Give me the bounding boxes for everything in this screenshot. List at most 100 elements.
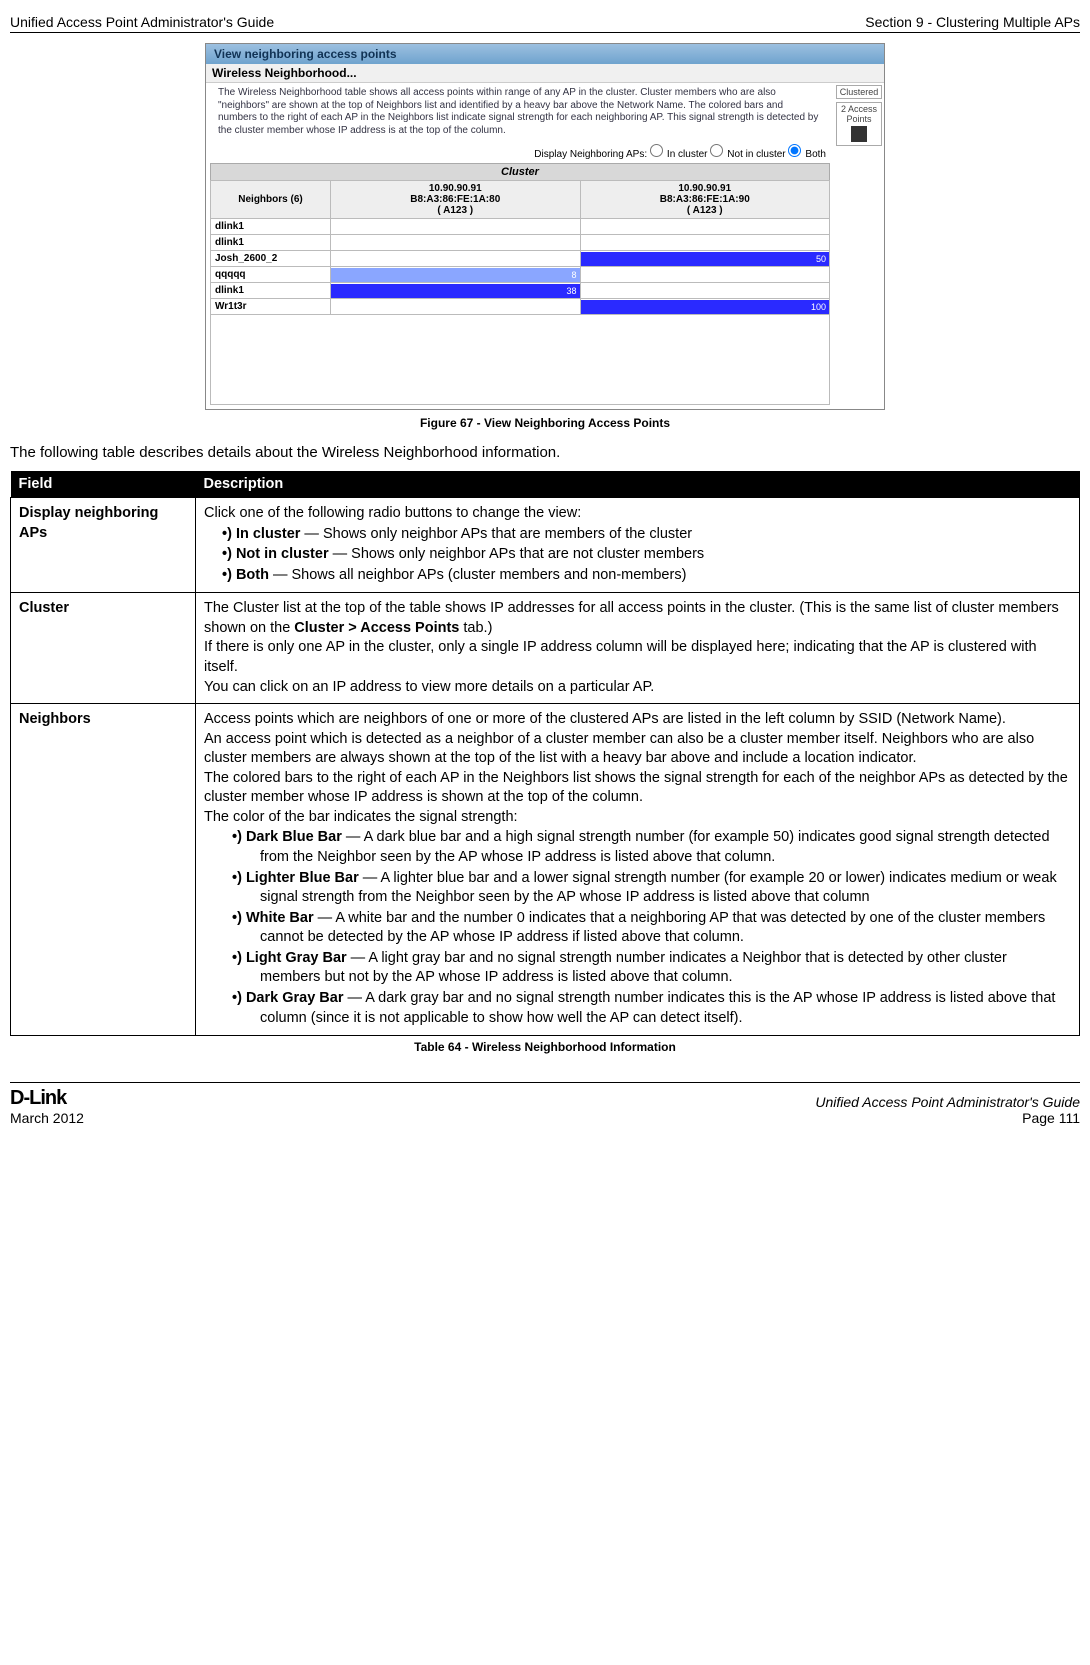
- signal-bar: [331, 251, 581, 267]
- row3-b1b: — A dark blue bar and a high signal stre…: [260, 829, 1050, 865]
- signal-bar: [331, 235, 581, 251]
- row3-p1: Access points which are neighbors of one…: [204, 710, 1071, 730]
- side-clustered-label: Clustered: [836, 85, 882, 99]
- row1-b2a: Not in cluster: [236, 546, 329, 562]
- footer-right: Unified Access Point Administrator's Gui…: [815, 1094, 1080, 1126]
- desc-display-neighboring: Click one of the following radio buttons…: [196, 498, 1080, 593]
- field-neighbors: Neighbors: [11, 704, 196, 1036]
- radio-in-cluster[interactable]: [650, 144, 663, 157]
- row2-p3: You can click on an IP address to view m…: [204, 678, 1071, 698]
- row2-p2: If there is only one AP in the cluster, …: [204, 638, 1071, 677]
- neighbor-ssid[interactable]: dlink1: [211, 283, 331, 299]
- col1-mac: B8:A3:86:FE:1A:80: [335, 194, 576, 205]
- radio-both-label: Both: [805, 149, 826, 160]
- row3-b3b: — A white bar and the number 0 indicates…: [260, 910, 1045, 946]
- table-caption: Table 64 - Wireless Neighborhood Informa…: [10, 1040, 1080, 1054]
- section-description: The Wireless Neighborhood table shows al…: [210, 83, 830, 141]
- list-item: White Bar — A white bar and the number 0…: [232, 909, 1071, 948]
- list-item: Dark Blue Bar — A dark blue bar and a hi…: [232, 828, 1071, 867]
- screenshot-panel: View neighboring access points Wireless …: [205, 43, 885, 410]
- footer-left: D-Link March 2012: [10, 1087, 84, 1126]
- row1-b1b: — Shows only neighbor APs that are membe…: [300, 526, 692, 542]
- brand-logo: D-Link: [10, 1087, 84, 1110]
- radio-in-cluster-label: In cluster: [667, 149, 708, 160]
- radios-label: Display Neighboring APs:: [534, 149, 647, 160]
- signal-bar: 100: [580, 299, 830, 315]
- signal-bar: [580, 235, 830, 251]
- radio-not-in-cluster[interactable]: [710, 144, 723, 157]
- desc-cluster: The Cluster list at the top of the table…: [196, 593, 1080, 704]
- neighbor-ssid[interactable]: qqqqq: [211, 267, 331, 283]
- table-header-row: Neighbors (6) 10.90.90.91 B8:A3:86:FE:1A…: [211, 181, 830, 219]
- col2-ip: 10.90.90.91: [585, 183, 826, 194]
- neighbor-ssid[interactable]: Wr1t3r: [211, 299, 331, 315]
- row3-b4b: — A light gray bar and no signal strengt…: [260, 950, 1007, 986]
- list-item: Not in cluster — Shows only neighbor APs…: [222, 545, 1071, 565]
- footer-guide: Unified Access Point Administrator's Gui…: [815, 1094, 1080, 1110]
- cluster-col-2[interactable]: 10.90.90.91 B8:A3:86:FE:1A:90 ( A123 ): [580, 181, 830, 219]
- head-field: Field: [11, 471, 196, 498]
- head-description: Description: [196, 471, 1080, 498]
- signal-bar: 8: [331, 267, 581, 283]
- list-item: Both — Shows all neighbor APs (cluster m…: [222, 566, 1071, 586]
- row1-b3b: — Shows all neighbor APs (cluster member…: [269, 567, 686, 583]
- neighbor-ssid[interactable]: Josh_2600_2: [211, 251, 331, 267]
- row1-lead: Click one of the following radio buttons…: [204, 504, 1071, 524]
- signal-bar: 50: [580, 251, 830, 267]
- row3-b3a: White Bar: [246, 910, 314, 926]
- row1-b3a: Both: [236, 567, 269, 583]
- side-ap-count: 2 Access Points: [836, 102, 882, 146]
- window-title: View neighboring access points: [206, 44, 884, 64]
- table-row: dlink1: [211, 235, 830, 251]
- row1-b1a: In cluster: [236, 526, 300, 542]
- page-header: Unified Access Point Administrator's Gui…: [10, 10, 1080, 33]
- footer-date: March 2012: [10, 1110, 84, 1126]
- col1-loc: ( A123 ): [335, 205, 576, 216]
- row3-p3: The colored bars to the right of each AP…: [204, 769, 1071, 808]
- row-neighbors: Neighbors Access points which are neighb…: [11, 704, 1080, 1036]
- row2-p1b: Cluster > Access Points: [294, 620, 459, 636]
- header-right: Section 9 - Clustering Multiple APs: [865, 14, 1080, 30]
- list-item: Dark Gray Bar — A dark gray bar and no s…: [232, 989, 1071, 1028]
- neighbor-ssid[interactable]: dlink1: [211, 219, 331, 235]
- field-cluster: Cluster: [11, 593, 196, 704]
- signal-bar: [580, 219, 830, 235]
- neighbors-col-head: Neighbors (6): [211, 181, 331, 219]
- neighbor-ssid[interactable]: dlink1: [211, 235, 331, 251]
- row3-b4a: Light Gray Bar: [246, 950, 347, 966]
- cluster-col-1[interactable]: 10.90.90.91 B8:A3:86:FE:1A:80 ( A123 ): [331, 181, 581, 219]
- signal-bar: 38: [331, 283, 581, 299]
- signal-bar: [580, 267, 830, 283]
- signal-bar: [331, 299, 581, 315]
- radio-both[interactable]: [788, 144, 801, 157]
- header-left: Unified Access Point Administrator's Gui…: [10, 14, 274, 30]
- figure-caption: Figure 67 - View Neighboring Access Poin…: [10, 416, 1080, 430]
- intro-paragraph: The following table describes details ab…: [10, 444, 1080, 461]
- table-empty-space: [210, 315, 830, 405]
- row2-p1c: tab.): [459, 620, 492, 636]
- list-item: In cluster — Shows only neighbor APs tha…: [222, 525, 1071, 545]
- row3-b2b: — A lighter blue bar and a lower signal …: [260, 870, 1057, 906]
- cluster-heading: Cluster: [210, 163, 830, 180]
- display-neighboring-radios: Display Neighboring APs: In cluster Not …: [210, 141, 830, 163]
- desc-neighbors: Access points which are neighbors of one…: [196, 704, 1080, 1036]
- info-table: Field Description Display neighboring AP…: [10, 471, 1080, 1036]
- row3-b5a: Dark Gray Bar: [246, 990, 344, 1006]
- row3-p2: An access point which is detected as a n…: [204, 730, 1071, 769]
- col1-ip: 10.90.90.91: [335, 183, 576, 194]
- table-row: dlink138: [211, 283, 830, 299]
- row3-b5b: — A dark gray bar and no signal strength…: [260, 990, 1055, 1026]
- section-heading: Wireless Neighborhood...: [206, 64, 884, 83]
- signal-bar: [331, 219, 581, 235]
- list-item: Lighter Blue Bar — A lighter blue bar an…: [232, 869, 1071, 908]
- col2-loc: ( A123 ): [585, 205, 826, 216]
- page-footer: D-Link March 2012 Unified Access Point A…: [10, 1082, 1080, 1136]
- row3-b1a: Dark Blue Bar: [246, 829, 342, 845]
- signal-bar: [580, 283, 830, 299]
- row1-b2b: — Shows only neighbor APs that are not c…: [329, 546, 705, 562]
- radio-not-in-cluster-label: Not in cluster: [727, 149, 785, 160]
- info-table-head: Field Description: [11, 471, 1080, 498]
- row3-b2a: Lighter Blue Bar: [246, 870, 359, 886]
- cluster-icon: [851, 126, 867, 142]
- table-row: Josh_2600_2 50: [211, 251, 830, 267]
